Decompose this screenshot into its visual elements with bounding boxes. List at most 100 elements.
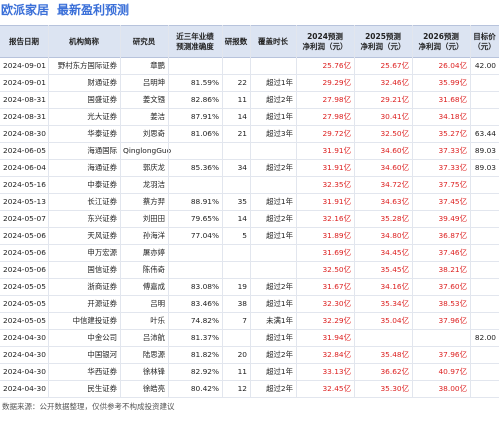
table-row[interactable]: 2024-05-06 天风证券 孙海洋 77.04% 5 超过1年 31.89亿 34.80亿…	[0, 227, 499, 245]
cell-p2026: 31.68亿	[438, 95, 467, 104]
cell-analyst[interactable]: 章鹏	[150, 61, 165, 70]
table-row[interactable]: 2024-05-13 长江证券 蔡方羿 88.91% 35 超过1年 31.91亿 34.63…	[0, 193, 499, 211]
table-row[interactable]: 2024-05-05 开源证券 吕明 83.46% 38 超过1年 32.30亿 35.34亿…	[0, 295, 499, 313]
column-header-text: 覆盖时长	[258, 36, 288, 46]
column-header-text: 2025预测	[365, 31, 401, 41]
cell-p2024: 31.89亿	[322, 231, 351, 240]
cell-analyst[interactable]: 吕明	[150, 299, 165, 308]
cell-org[interactable]: 光大证券	[87, 112, 117, 121]
cell-date: 2024-04-30	[3, 384, 46, 393]
table-row[interactable]: 2024-05-16 中泰证券 龙羽洁 32.35亿 34.72亿 37.75亿	[0, 176, 499, 194]
cell-analyst[interactable]: 孙海洋	[142, 231, 165, 240]
cell-org[interactable]: 中金公司	[87, 333, 117, 342]
table-row[interactable]: 2024-05-06 国信证券 陈伟奇 32.50亿 35.45亿 38.21亿	[0, 261, 499, 279]
table-row[interactable]: 2024-09-01 野村东方国际证券 章鹏 25.76亿 25.67亿 26.04亿 42…	[0, 57, 499, 75]
cell-count	[222, 176, 250, 193]
column-header-text: 2026预测	[423, 31, 459, 41]
table-row[interactable]: 2024-06-04 海通证券 郭庆龙 85.36% 34 超过2年 31.91亿 34.60…	[0, 159, 499, 177]
cell-p2025: 34.60亿	[380, 163, 409, 172]
cell-org[interactable]: 中泰证券	[87, 180, 117, 189]
cell-p2025: 34.16亿	[380, 282, 409, 291]
cell-accuracy: 85.36%	[190, 163, 219, 172]
table-row[interactable]: 2024-05-05 中信建投证券 叶乐 74.82% 7 未满1年 32.29亿 35.04…	[0, 312, 499, 330]
cell-analyst[interactable]: 郭庆龙	[142, 163, 165, 172]
column-divider	[412, 25, 413, 397]
column-header-coverage[interactable]: 覆盖时长	[250, 26, 296, 57]
cell-org[interactable]: 国盛证券	[87, 95, 117, 104]
cell-p2024: 31.69亿	[322, 248, 351, 257]
cell-analyst[interactable]: 刘思奇	[142, 129, 165, 138]
cell-analyst[interactable]: 姜洁	[150, 112, 165, 121]
cell-analyst[interactable]: 蔡方羿	[142, 197, 165, 206]
cell-p2025: 34.60亿	[380, 146, 409, 155]
cell-coverage: 超过1年	[266, 197, 293, 206]
cell-target: 42.00	[474, 61, 496, 70]
column-divider	[296, 25, 297, 397]
table-row[interactable]: 2024-05-06 申万宏源 屠亦婷 31.69亿 34.45亿 37.46亿	[0, 244, 499, 262]
cell-count	[222, 261, 250, 278]
column-header-p2026[interactable]: 2026预测 净利润（元）	[412, 26, 470, 57]
cell-org[interactable]: 国信证券	[87, 265, 117, 274]
cell-org[interactable]: 野村东方国际证券	[57, 61, 117, 70]
table-row[interactable]: 2024-05-05 浙商证券 傅嘉成 83.08% 19 超过2年 31.67亿 34.16…	[0, 278, 499, 296]
cell-org[interactable]: 民生证券	[87, 384, 117, 393]
table-row[interactable]: 2024-04-30 民生证券 徐皓亮 80.42% 12 超过2年 32.45亿 35.30…	[0, 380, 499, 398]
cell-org[interactable]: 海通证券	[87, 163, 117, 172]
column-divider	[354, 25, 355, 397]
cell-org[interactable]: 申万宏源	[87, 248, 117, 257]
column-header-p2025[interactable]: 2025预测 净利润（元）	[354, 26, 412, 57]
cell-p2024: 32.30亿	[322, 299, 351, 308]
cell-analyst[interactable]: 吕明坤	[142, 78, 165, 87]
column-header-target[interactable]: 目标价 （元）	[470, 26, 499, 57]
cell-analyst[interactable]: 姜文镪	[142, 95, 165, 104]
column-header-accuracy[interactable]: 近三年业绩 预测准确度	[168, 26, 222, 57]
table-row[interactable]: 2024-08-30 华泰证券 刘思奇 81.06% 21 超过3年 29.72亿 32.50…	[0, 125, 499, 143]
cell-analyst[interactable]: 徐林锋	[142, 367, 165, 376]
cell-accuracy: 79.65%	[190, 214, 219, 223]
cell-analyst[interactable]: 徐皓亮	[142, 384, 165, 393]
cell-analyst[interactable]: 傅嘉成	[142, 282, 165, 291]
cell-target: 89.03	[474, 146, 496, 155]
table-row[interactable]: 2024-09-01 财通证券 吕明坤 81.59% 22 超过1年 29.29亿 32.46…	[0, 74, 499, 92]
table-row[interactable]: 2024-04-30 华西证券 徐林锋 82.92% 11 超过1年 33.13亿 36.62…	[0, 363, 499, 381]
cell-p2025: 34.45亿	[380, 248, 409, 257]
cell-org[interactable]: 中信建投证券	[72, 316, 117, 325]
cell-accuracy	[168, 244, 222, 261]
column-header-p2024[interactable]: 2024预测 净利润（元）	[296, 26, 354, 57]
table-row[interactable]: 2024-08-31 国盛证券 姜文镪 82.86% 11 超过2年 27.98亿 29.21…	[0, 91, 499, 109]
table-row[interactable]: 2024-06-05 海通国际 QinglongGuo 31.91亿 34.60亿 37.…	[0, 142, 499, 160]
cell-org[interactable]: 海通国际	[87, 146, 117, 155]
table-row[interactable]: 2024-04-30 中金公司 吕沛航 81.37% 超过1年 31.94亿 82.00	[0, 329, 499, 347]
table-row[interactable]: 2024-04-30 中国银河 陆思源 81.82% 20 超过2年 32.84亿 35.48…	[0, 346, 499, 364]
cell-analyst[interactable]: 陆思源	[142, 350, 165, 359]
cell-p2024: 29.29亿	[322, 78, 351, 87]
cell-analyst[interactable]: QinglongGuo	[123, 146, 172, 155]
cell-analyst[interactable]: 吕沛航	[142, 333, 165, 342]
table-row[interactable]: 2024-08-31 光大证券 姜洁 87.91% 14 超过1年 27.98亿 30.41亿…	[0, 108, 499, 126]
cell-analyst[interactable]: 屠亦婷	[142, 248, 165, 257]
cell-analyst[interactable]: 龙羽洁	[142, 180, 165, 189]
cell-p2024: 31.91亿	[322, 163, 351, 172]
cell-analyst[interactable]: 刘田田	[142, 214, 165, 223]
column-header-org[interactable]: 机构简称	[48, 26, 120, 57]
cell-target	[470, 193, 499, 210]
cell-analyst[interactable]: 陈伟奇	[142, 265, 165, 274]
cell-org[interactable]: 东兴证券	[87, 214, 117, 223]
column-header-analyst[interactable]: 研究员	[120, 26, 168, 57]
column-header-count[interactable]: 研报数	[222, 26, 250, 57]
table-row[interactable]: 2024-05-07 东兴证券 刘田田 79.65% 14 超过2年 32.16亿 35.28…	[0, 210, 499, 228]
cell-analyst[interactable]: 叶乐	[150, 316, 165, 325]
cell-org[interactable]: 华西证券	[87, 367, 117, 376]
cell-org[interactable]: 开源证券	[87, 299, 117, 308]
cell-org[interactable]: 华泰证券	[87, 129, 117, 138]
cell-org[interactable]: 财通证券	[87, 78, 117, 87]
column-header-date[interactable]: 报告日期	[0, 26, 48, 57]
cell-org[interactable]: 长江证券	[87, 197, 117, 206]
cell-date: 2024-05-05	[3, 299, 46, 308]
cell-org[interactable]: 中国银河	[87, 350, 117, 359]
cell-date: 2024-06-05	[3, 146, 46, 155]
cell-target	[470, 380, 499, 397]
cell-org[interactable]: 天风证券	[87, 231, 117, 240]
cell-org[interactable]: 浙商证券	[87, 282, 117, 291]
cell-coverage: 超过2年	[266, 95, 293, 104]
